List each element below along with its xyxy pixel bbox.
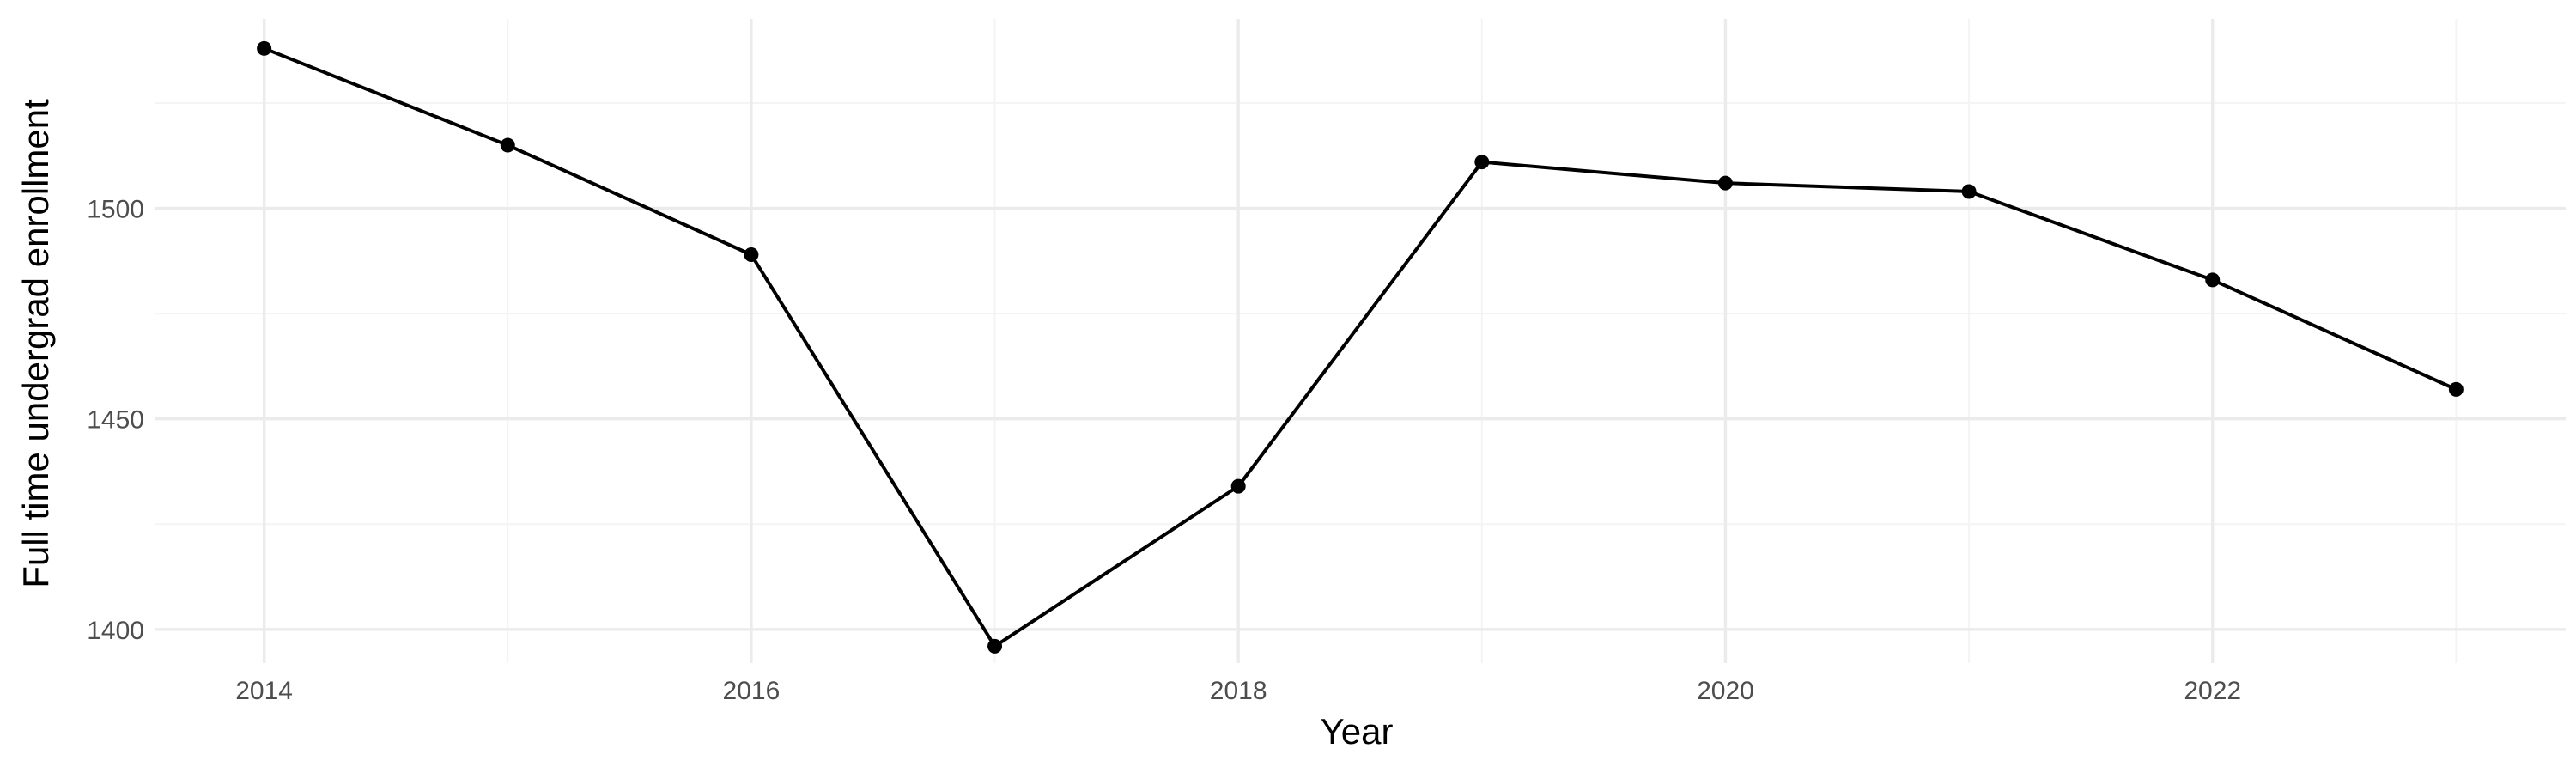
x-axis-title: Year (1321, 711, 1394, 752)
data-point (987, 638, 1003, 654)
y-axis-title: Full time undergrad enrollment (15, 99, 56, 588)
data-point (1717, 175, 1733, 191)
minor-grid-horizontal (155, 102, 2566, 526)
points-group (257, 40, 2464, 654)
y-tick-label: 1400 (87, 617, 144, 645)
data-point (500, 137, 515, 153)
minor-grid-vertical (507, 19, 2458, 663)
data-point (257, 40, 272, 56)
y-tick-label: 1450 (87, 406, 144, 435)
x-tick-labels: 2014 2016 2018 2020 2022 (235, 677, 2241, 705)
x-tick-label: 2014 (235, 677, 293, 705)
y-tick-label: 1500 (87, 196, 144, 224)
data-point (2205, 272, 2221, 288)
series-group (263, 46, 2458, 648)
y-tick-labels: 1400 1450 1500 (87, 196, 144, 645)
data-point (1961, 184, 1977, 199)
data-point (2448, 381, 2464, 397)
series-line (263, 46, 2458, 648)
x-tick-label: 2022 (2184, 677, 2241, 705)
x-tick-label: 2020 (1697, 677, 1754, 705)
data-point (1230, 478, 1246, 494)
data-point (1474, 155, 1490, 170)
data-point (744, 247, 759, 263)
major-grid-horizontal (155, 206, 2566, 631)
x-tick-label: 2016 (723, 677, 781, 705)
major-grid-vertical (262, 19, 2215, 663)
x-tick-label: 2018 (1210, 677, 1267, 705)
